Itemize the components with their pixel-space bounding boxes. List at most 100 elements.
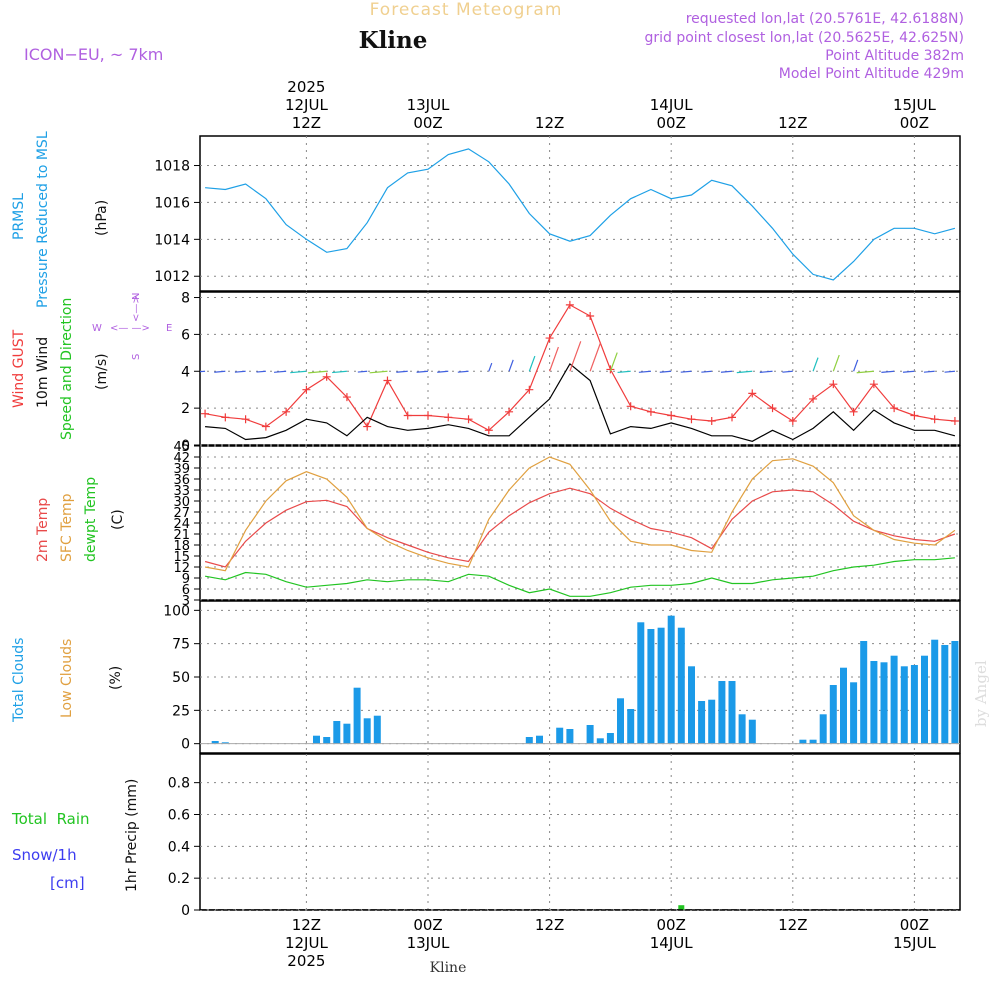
cloud-bar <box>819 714 827 744</box>
cloud-bar <box>566 729 574 744</box>
cloud-bar <box>698 701 706 744</box>
wind-direction-arrow <box>782 370 793 373</box>
panel-frame <box>199 135 961 292</box>
y-tick-label: 100 <box>163 603 190 619</box>
y-tick-label: 6 <box>182 583 190 598</box>
wind-direction-arrow <box>274 370 287 373</box>
precip-axis-label: 1hr Precip (mm) <box>124 779 140 892</box>
wind-direction-arrow <box>617 370 631 374</box>
wind-direction-arrow <box>923 370 935 373</box>
low-clouds-label: Low Clouds <box>59 639 75 718</box>
y-tick-label: 0 <box>181 903 190 919</box>
compass-we-arrow: <— —> <box>110 323 150 334</box>
bottom-time-label: 12Z <box>292 916 321 934</box>
cloud-bar <box>657 627 665 744</box>
cloud-bar <box>627 709 635 744</box>
clouds-panel: 0 25 50 75 100 <box>0 600 961 754</box>
wind-direction-arrow <box>308 370 327 374</box>
wind-direction-arrow <box>853 359 859 372</box>
top-time-label: 12JUL <box>285 96 328 114</box>
gust-point <box>788 417 797 426</box>
wind-direction-arrow <box>200 370 206 373</box>
gust-point <box>748 389 757 398</box>
cloud-bar <box>211 741 219 744</box>
cloud-bar <box>900 666 908 744</box>
cloud-bar <box>586 725 594 744</box>
wind-direction-arrow <box>234 370 246 373</box>
y-tick-label: 1014 <box>154 232 190 248</box>
cloud-bar <box>840 667 847 744</box>
y-tick-label: 75 <box>172 637 190 653</box>
cloud-bar <box>941 645 949 744</box>
top-time-label: 00Z <box>657 114 686 132</box>
gust-point <box>444 413 453 422</box>
gust-point <box>869 380 878 389</box>
wind-direction-arrow <box>944 370 955 373</box>
top-time-label: 2025 <box>287 78 325 96</box>
y-tick-label: 15 <box>173 550 190 565</box>
cloud-bar <box>536 735 543 744</box>
y-tick-label: 1018 <box>154 159 190 175</box>
cloud-bar <box>343 723 351 744</box>
wind-direction-arrow <box>589 343 601 372</box>
gust-point <box>525 385 534 394</box>
cloud-bar <box>596 738 604 744</box>
gust-point <box>910 411 919 420</box>
gust-point <box>849 407 858 416</box>
pressure-panel: 1012 1014 1016 1018 <box>154 135 961 292</box>
gust-point <box>687 415 696 424</box>
y-tick-label: 18 <box>173 539 190 554</box>
gust-point <box>464 415 473 424</box>
gust-point <box>586 311 595 320</box>
cloud-bar <box>221 742 229 744</box>
cloud-bar <box>880 662 888 744</box>
compass-ns-arrow: <—> <box>131 295 142 322</box>
cloud-bar <box>0 654 7 743</box>
wind-compass: N <—> S W <— —> E <box>92 293 172 360</box>
wind-gust-label: Wind GUST <box>11 329 27 408</box>
gust-point <box>707 417 716 426</box>
cloud-bar <box>688 666 695 744</box>
bottom-time-label: 13JUL <box>407 934 450 952</box>
gust-point <box>505 407 514 416</box>
top-time-label: 14JUL <box>650 96 693 114</box>
y-tick-label: 33 <box>173 484 190 499</box>
bottom-time-label: 00Z <box>900 916 929 934</box>
wind-direction-arrow <box>549 346 559 372</box>
wind-10m-label: 10m Wind <box>35 337 51 408</box>
y-tick-label: 0.4 <box>168 839 190 855</box>
gust-point <box>626 402 635 411</box>
compass-s: S <box>131 354 142 360</box>
wind-direction-arrow <box>856 370 874 374</box>
location-title: Kline <box>359 27 428 54</box>
compass-e: E <box>166 323 172 334</box>
y-tick-label: 9 <box>182 572 190 587</box>
y-tick-label: 36 <box>173 473 190 488</box>
y-tick-label: 1016 <box>154 195 190 211</box>
wind-unit: (m/s) <box>94 353 110 390</box>
panel-plot-area <box>0 615 960 745</box>
temp-dew-label: dewpt Temp <box>83 477 99 562</box>
panel-plot-area <box>200 905 960 910</box>
cloud-bar <box>728 681 736 744</box>
bottom-time-label: 15JUL <box>893 934 936 952</box>
gust-point <box>667 411 676 420</box>
gust-point <box>728 413 736 422</box>
y-tick-label: 4 <box>181 364 190 380</box>
requested-coords: requested lon,lat (20.5761E, 42.6188N) <box>686 11 964 27</box>
series-line-dewpt-temp <box>204 557 955 597</box>
panel-frame <box>199 753 961 911</box>
temp-sfc-label: SFC Temp <box>59 493 75 562</box>
cloud-bar <box>353 687 361 744</box>
wind-direction-arrow <box>256 370 266 373</box>
wind-direction-arrow <box>638 370 651 373</box>
wind-direction-arrow <box>736 370 753 374</box>
series-line-sfc-temp <box>204 456 956 572</box>
point-altitude: Point Altitude 382m <box>825 48 964 64</box>
bottom-time-label: 12JUL <box>285 934 328 952</box>
wind-direction-arrow <box>488 362 493 372</box>
cloud-bar <box>363 718 371 744</box>
top-time-label: 13JUL <box>407 96 450 114</box>
